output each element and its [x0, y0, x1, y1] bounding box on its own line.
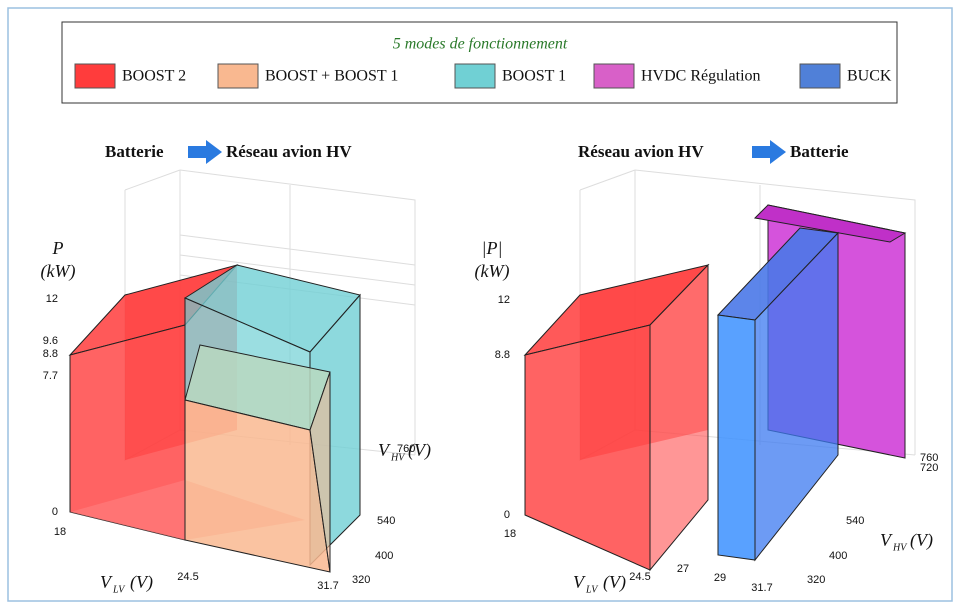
- right-boxes: [523, 204, 907, 572]
- y-tick-label: 540: [846, 515, 864, 527]
- x-tick-label: 24.5: [177, 571, 198, 583]
- y-tick-label: 760: [920, 452, 938, 464]
- panel-title: Batterie: [105, 142, 164, 161]
- buck-front: [717, 314, 756, 561]
- legend-label: HVDC Régulation: [641, 68, 761, 85]
- y-tick-label: 400: [375, 550, 393, 562]
- x-sub: LV: [585, 584, 599, 595]
- x-sub: LV: [112, 584, 126, 595]
- y-label: V: [880, 530, 893, 550]
- z-tick-label: 0: [504, 509, 510, 521]
- panel-title: Batterie: [790, 142, 849, 161]
- left-boxes: [68, 264, 361, 573]
- x-tick-label: 24.5: [629, 571, 650, 583]
- z-label: P: [52, 238, 64, 258]
- y-unit: (V): [408, 440, 431, 461]
- x-tick-label: 29: [714, 572, 726, 584]
- arrow: [752, 140, 786, 164]
- x-tick-label: 18: [54, 526, 66, 538]
- arrow: [188, 140, 222, 164]
- x-label: V: [573, 572, 586, 592]
- z-label: |P|: [482, 238, 503, 258]
- x-tick-label: 31.7: [317, 580, 338, 592]
- legend-label: BUCK: [847, 68, 892, 85]
- legend-label: BOOST + BOOST 1: [265, 68, 398, 85]
- legend-swatch: [593, 63, 635, 89]
- legend-swatch: [217, 63, 259, 89]
- x-tick-label: 31.7: [751, 582, 772, 594]
- legend-swatch: [454, 63, 496, 89]
- legend-swatch: [74, 63, 116, 89]
- y-label: V: [378, 440, 391, 460]
- z-unit: (kW): [475, 261, 510, 282]
- x-tick-label: 27: [677, 563, 689, 575]
- z-tick-label: 8.8: [43, 348, 58, 360]
- z-tick-label: 8.8: [495, 349, 510, 361]
- panel-title: Réseau avion HV: [226, 142, 352, 161]
- hvdc-top: [753, 204, 907, 243]
- x-label: V: [100, 572, 113, 592]
- legend-label: BOOST 2: [122, 68, 186, 85]
- y-tick-label: 760: [397, 443, 415, 455]
- z-tick-label: 0: [52, 506, 58, 518]
- panel-title: Réseau avion HV: [578, 142, 704, 161]
- y-tick-label: 320: [807, 574, 825, 586]
- z-tick-label: 9.6: [43, 335, 58, 347]
- y-sub: HV: [390, 452, 406, 463]
- y-tick-label: 320: [352, 574, 370, 586]
- legend-box: [61, 21, 898, 104]
- x-unit: (V): [130, 572, 153, 593]
- frame: [7, 7, 953, 602]
- boost-boost1-side: [309, 371, 331, 573]
- z-tick-label: 7.7: [43, 370, 58, 382]
- x-unit: (V): [603, 572, 626, 593]
- x-tick-label: 18: [504, 528, 516, 540]
- y-tick-label: 720: [920, 462, 938, 474]
- z-tick-label: 12: [498, 294, 510, 306]
- boost2-front-r: [524, 324, 651, 571]
- legend-label: BOOST 1: [502, 68, 566, 85]
- legend-title: 5 modes de fonctionnement: [393, 36, 568, 53]
- y-unit: (V): [910, 530, 933, 551]
- y-tick-label: 540: [377, 515, 395, 527]
- z-tick-label: 12: [46, 293, 58, 305]
- z-unit: (kW): [41, 261, 76, 282]
- y-sub: HV: [892, 542, 908, 553]
- boost2-side-r: [649, 263, 709, 572]
- y-tick-label: 400: [829, 550, 847, 562]
- legend-swatch: [799, 63, 841, 89]
